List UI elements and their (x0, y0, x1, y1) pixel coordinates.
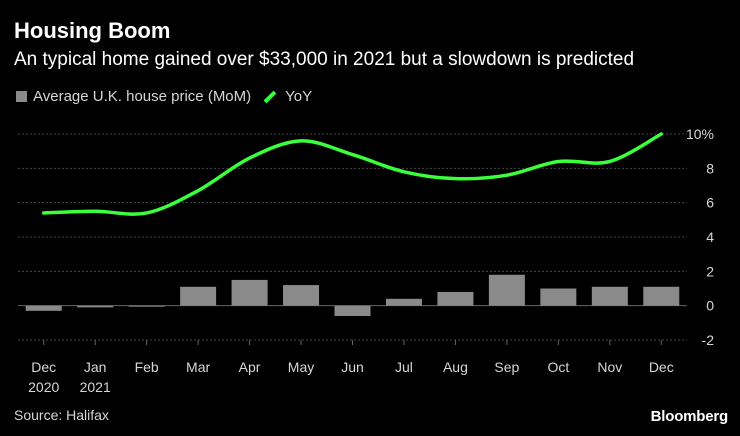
bar (643, 286, 680, 306)
y-tick-label: 8 (706, 160, 714, 176)
x-tick-label: Dec (31, 359, 56, 375)
y-tick-label: 0 (706, 298, 714, 314)
x-tick-sublabel: 2021 (80, 379, 111, 395)
bloomberg-logo: Bloomberg (650, 408, 729, 425)
x-tick-label: Mar (186, 359, 210, 375)
bar (128, 305, 165, 307)
x-tick-label: Aug (443, 359, 468, 375)
x-tick-sublabel: 2020 (28, 379, 59, 395)
y-tick-label: 10% (686, 126, 714, 142)
legend-bar-swatch (16, 91, 27, 102)
bar (283, 285, 320, 306)
legend: Average U.K. house price (MoM) YoY (16, 88, 312, 105)
y-tick-label: 6 (706, 195, 714, 211)
bar (77, 305, 114, 308)
yoy-line (41, 132, 664, 216)
x-tick-label: Jan (84, 359, 107, 375)
bar (437, 291, 474, 306)
x-tick-label: Jun (341, 359, 364, 375)
bar (334, 305, 371, 316)
bar (231, 279, 268, 306)
legend-line-label: YoY (285, 88, 313, 105)
x-tick-label: Jul (395, 359, 413, 375)
chart-title: Housing Boom (14, 18, 171, 43)
legend-bar-label: Average U.K. house price (MoM) (33, 88, 252, 105)
x-tick-label: Feb (135, 359, 159, 375)
x-tick-label: May (288, 359, 314, 375)
x-tick-label: Oct (547, 359, 569, 375)
bar (385, 298, 422, 306)
x-tick-label: Sep (494, 359, 519, 375)
bar (488, 274, 525, 306)
x-tick-label: Apr (239, 359, 261, 375)
y-tick-label: -2 (702, 332, 715, 348)
bar (25, 305, 62, 311)
bar (180, 286, 217, 306)
bar (540, 288, 577, 306)
y-tick-label: 4 (706, 229, 714, 245)
x-tick-label: Nov (597, 359, 622, 375)
bar (591, 286, 628, 306)
y-tick-label: 2 (706, 263, 714, 279)
x-tick-label: Dec (649, 359, 674, 375)
source-note: Source: Halifax (14, 407, 109, 423)
chart-subtitle: An typical home gained over $33,000 in 2… (14, 49, 635, 70)
